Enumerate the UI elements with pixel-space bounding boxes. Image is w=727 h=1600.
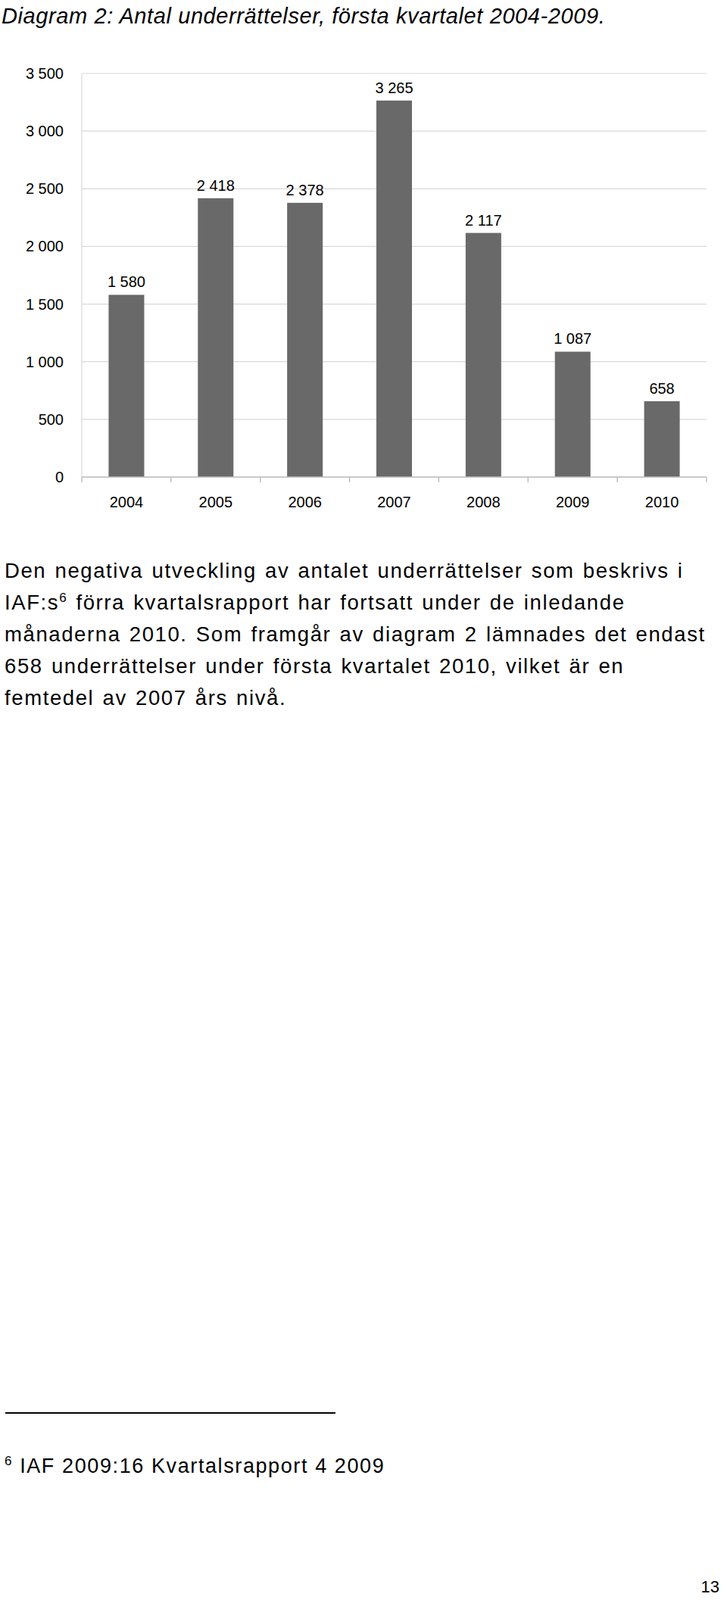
data-label: 2 418 xyxy=(196,177,235,194)
x-tick-label: 2005 xyxy=(199,493,234,511)
y-tick-label: 1 500 xyxy=(25,296,64,313)
x-tick xyxy=(705,477,708,483)
footnote-marker: 6 xyxy=(4,1454,13,1469)
y-tick-label: 500 xyxy=(38,411,64,428)
bar xyxy=(555,351,591,478)
data-label: 658 xyxy=(648,380,674,397)
data-label: 3 265 xyxy=(374,79,413,97)
x-tick-label: 2008 xyxy=(466,493,501,511)
grid-line xyxy=(81,72,707,74)
footnote: 6 IAF 2009:16 Kvartalsrapport 4 2009 xyxy=(4,1454,385,1479)
y-tick-label: 2 500 xyxy=(25,180,64,197)
x-tick-label: 2006 xyxy=(287,493,322,511)
bar xyxy=(108,294,144,478)
grid-line xyxy=(81,476,707,478)
bar-chart: 0 500 1 000 1 500 2 000 2 500 3 000 3 500 1 580 2… xyxy=(0,0,727,531)
y-tick-label: 0 xyxy=(55,468,64,486)
y-tick-label: 3 500 xyxy=(25,65,64,82)
y-tick-label: 3 000 xyxy=(25,122,64,140)
x-tick xyxy=(527,477,530,483)
data-label: 1 087 xyxy=(553,330,592,347)
x-tick xyxy=(438,477,440,483)
x-tick-label: 2009 xyxy=(555,493,590,511)
page-number: 13 xyxy=(701,1577,720,1598)
data-label: 1 580 xyxy=(107,273,146,291)
body-paragraph: Den negativa utveckling av antalet under… xyxy=(4,555,721,715)
x-tick xyxy=(81,477,83,483)
bar xyxy=(644,401,681,478)
bar xyxy=(465,233,502,478)
footnote-text: IAF 2009:16 Kvartalsrapport 4 2009 xyxy=(12,1454,385,1478)
x-tick-label: 2004 xyxy=(109,493,144,511)
chart-title: Diagram 2: Antal underrättelser, första … xyxy=(1,1,706,31)
bar xyxy=(287,202,323,478)
x-axis-line xyxy=(81,476,707,478)
bar xyxy=(197,198,234,478)
y-axis-line xyxy=(81,73,82,478)
y-tick-label: 1 000 xyxy=(25,353,64,371)
bar xyxy=(376,100,412,478)
footnote-rule xyxy=(5,1412,336,1414)
paragraph-text: förra kvartalsrapport har fortsatt under… xyxy=(4,590,706,710)
x-tick xyxy=(259,477,262,483)
data-label: 2 378 xyxy=(286,181,325,199)
x-tick-label: 2010 xyxy=(645,493,680,511)
data-label: 2 117 xyxy=(464,212,503,229)
x-tick-label: 2007 xyxy=(377,493,412,511)
x-tick xyxy=(170,477,172,483)
bars xyxy=(108,100,680,478)
y-tick-label: 2 000 xyxy=(25,237,64,255)
x-tick xyxy=(349,477,351,483)
x-tick xyxy=(616,477,618,483)
footnote-ref: 6 xyxy=(59,590,68,606)
